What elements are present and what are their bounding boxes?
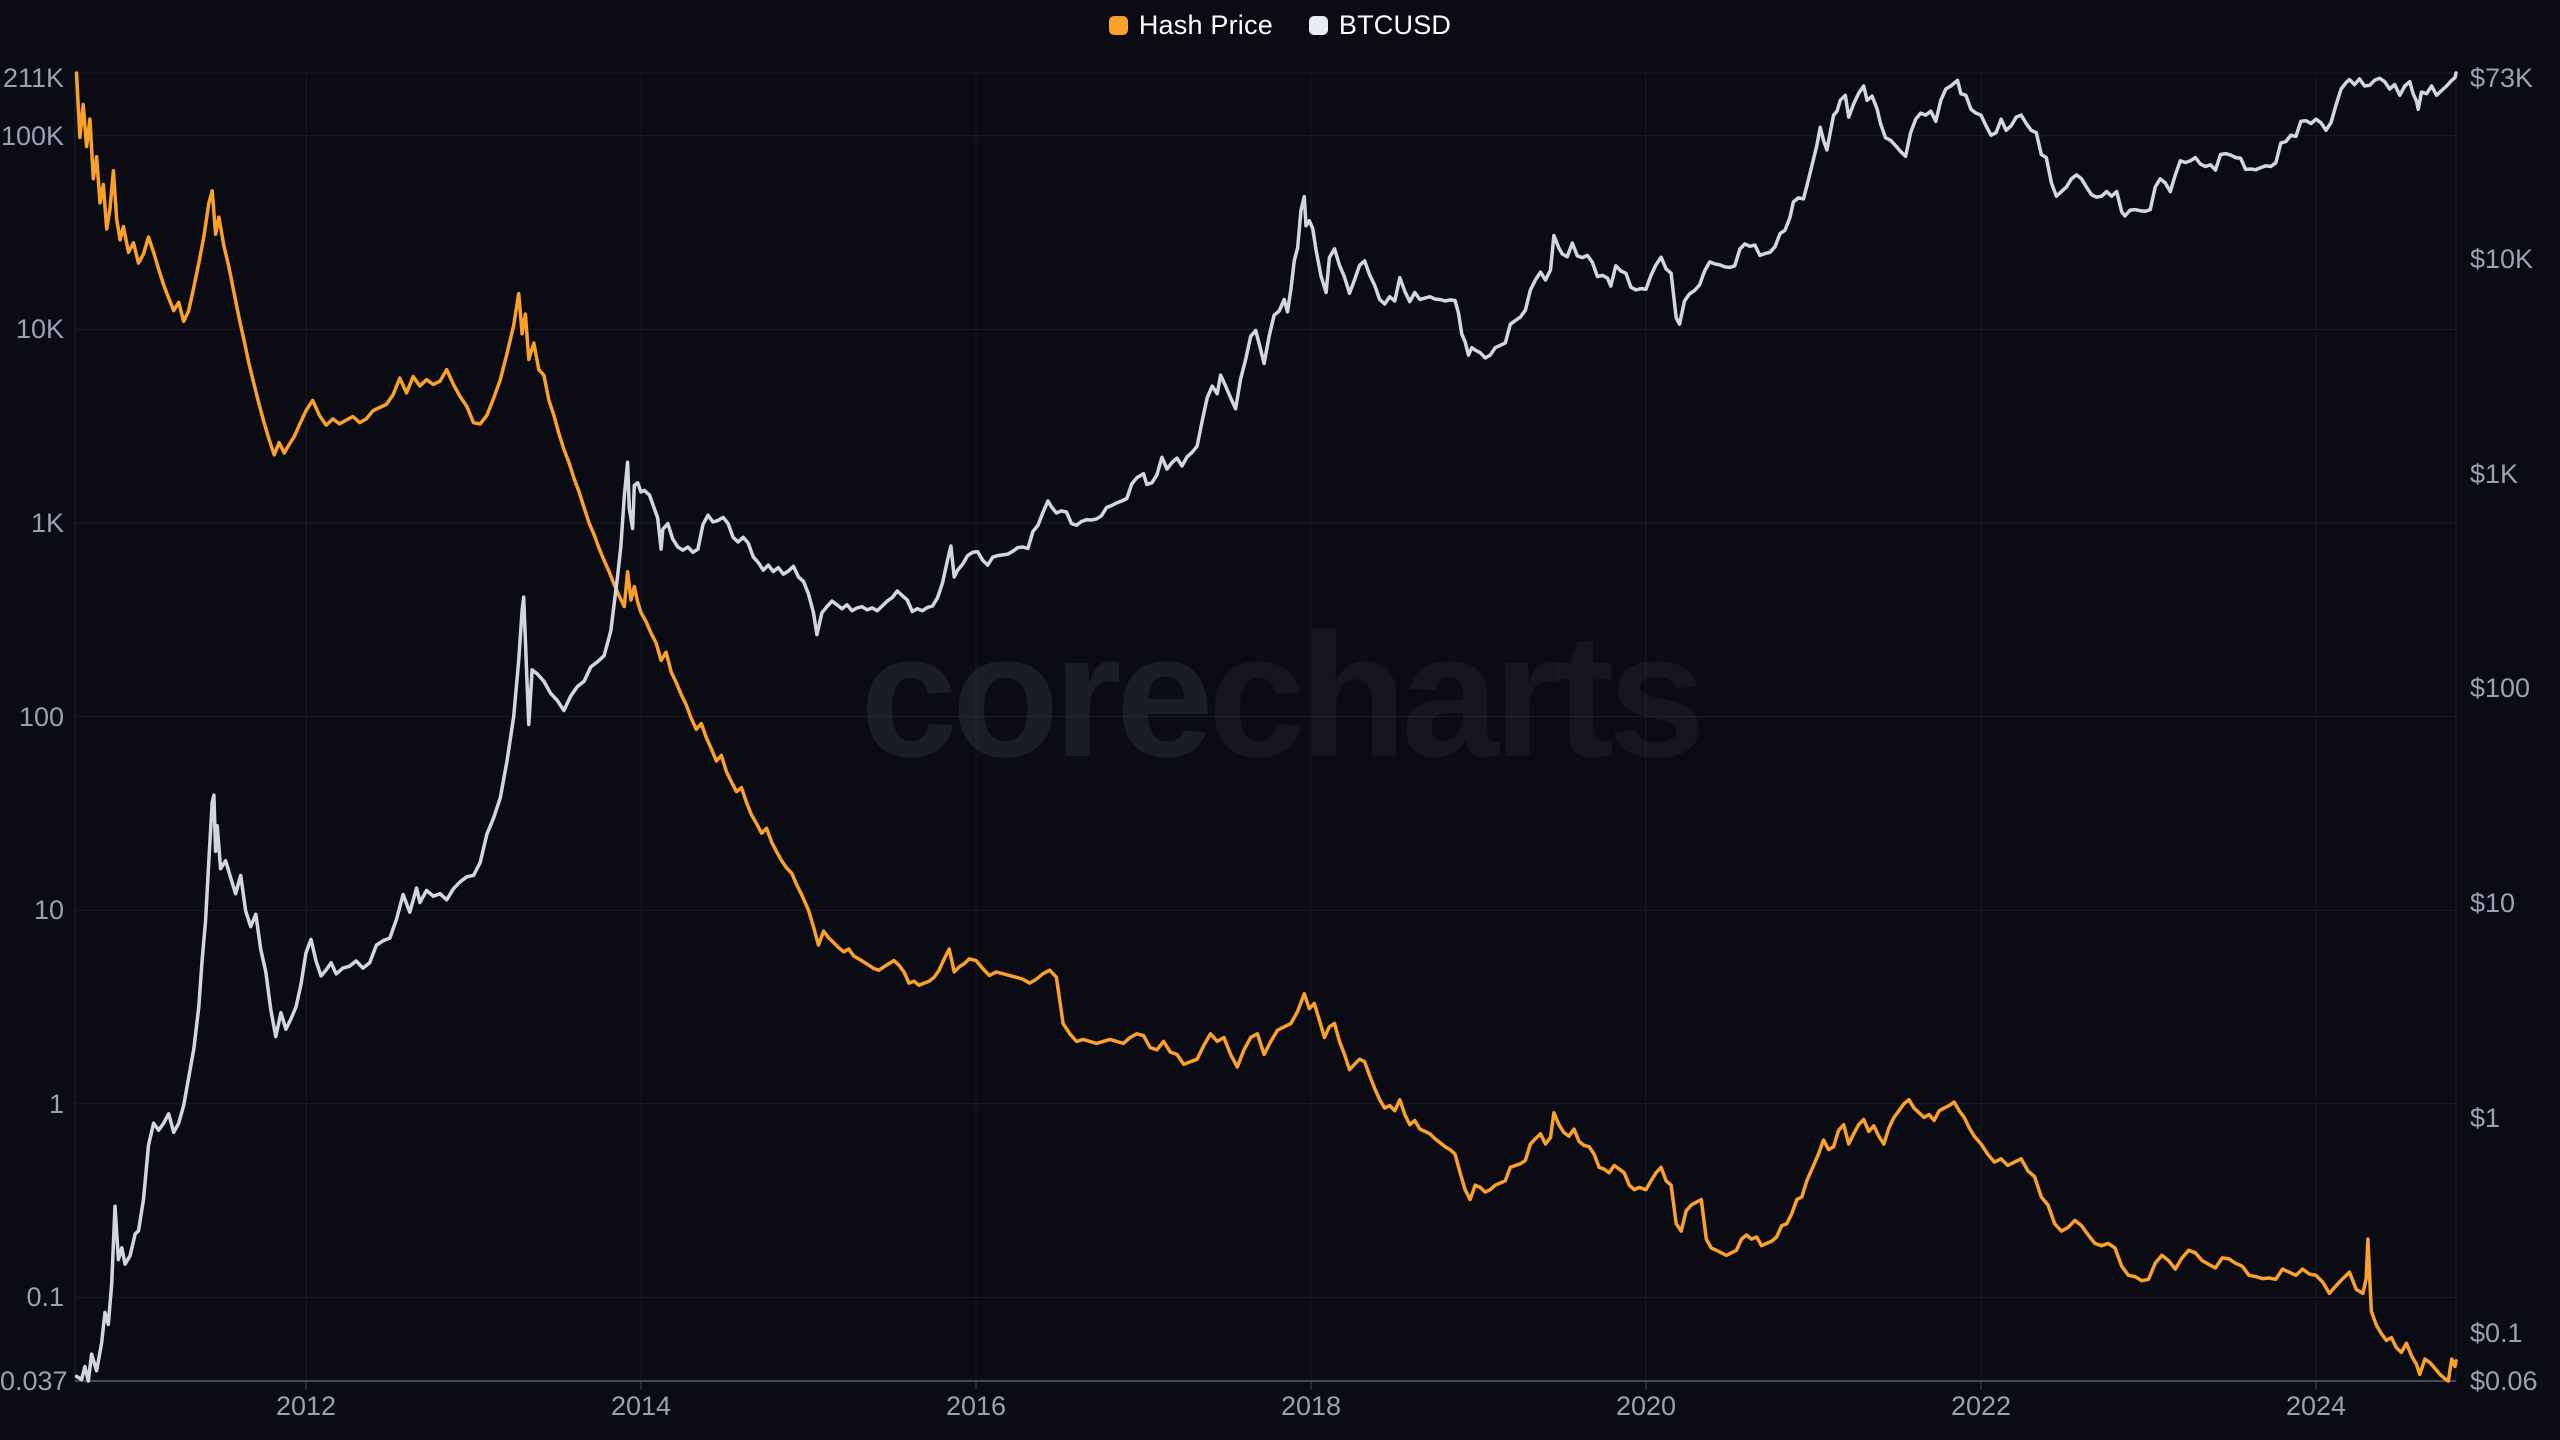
chart-legend: Hash Price BTCUSD [0, 10, 2560, 41]
legend-item-label: BTCUSD [1338, 10, 1452, 40]
legend-item-btcusd[interactable]: BTCUSD [1308, 10, 1452, 41]
hash-price-line [74, 71, 2458, 1383]
btcusd-line [74, 71, 2458, 1383]
legend-swatch-icon [1308, 16, 1328, 35]
legend-item-hash-price[interactable]: Hash Price [1108, 10, 1273, 41]
legend-swatch-icon [1108, 16, 1128, 35]
legend-item-label: Hash Price [1138, 10, 1273, 40]
